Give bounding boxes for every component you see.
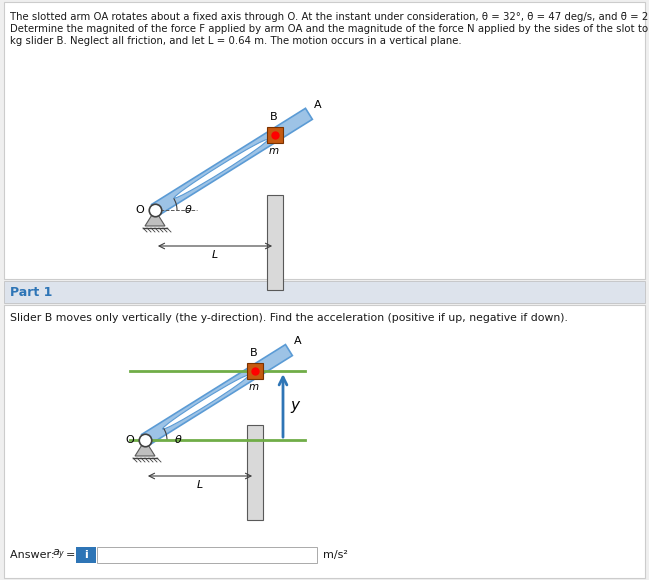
Bar xyxy=(247,363,263,379)
Text: O: O xyxy=(135,205,144,215)
Bar xyxy=(247,425,263,520)
Bar xyxy=(4,281,645,303)
Text: m/s²: m/s² xyxy=(323,550,348,560)
Bar xyxy=(4,305,645,578)
Text: i: i xyxy=(84,550,88,560)
Text: B: B xyxy=(270,112,278,122)
Text: Part 1: Part 1 xyxy=(10,285,53,299)
Text: $\theta$: $\theta$ xyxy=(184,204,193,215)
Text: Slider B moves only vertically (the y-direction). Find the acceleration (positiv: Slider B moves only vertically (the y-di… xyxy=(10,313,568,323)
Text: kg slider B. Neglect all friction, and let L = 0.64 m. The motion occurs in a ve: kg slider B. Neglect all friction, and l… xyxy=(10,36,461,46)
Ellipse shape xyxy=(174,139,268,198)
Text: Determine the magnited of the force F applied by arm OA and the magnitude of the: Determine the magnited of the force F ap… xyxy=(10,24,649,34)
Bar xyxy=(76,547,96,563)
Text: B: B xyxy=(250,348,258,358)
Text: m: m xyxy=(249,382,259,392)
Text: The slotted arm OA rotates about a fixed axis through O. At the instant under co: The slotted arm OA rotates about a fixed… xyxy=(10,12,649,22)
Bar xyxy=(267,127,283,143)
Text: A: A xyxy=(314,100,321,110)
Text: $a_y$: $a_y$ xyxy=(52,548,66,562)
Polygon shape xyxy=(135,440,155,456)
Text: $\theta$: $\theta$ xyxy=(174,433,182,445)
Text: O: O xyxy=(125,435,134,445)
Ellipse shape xyxy=(162,375,249,429)
Text: =: = xyxy=(66,550,75,560)
Text: L: L xyxy=(212,250,218,260)
Text: A: A xyxy=(294,336,302,346)
Polygon shape xyxy=(141,345,292,445)
Text: m: m xyxy=(269,146,279,156)
Bar xyxy=(267,195,283,290)
Text: Answer:: Answer: xyxy=(10,550,58,560)
Bar xyxy=(97,547,317,563)
Polygon shape xyxy=(152,108,312,216)
Text: y: y xyxy=(290,398,299,413)
Bar xyxy=(4,2,645,279)
Polygon shape xyxy=(145,210,165,226)
Text: L: L xyxy=(197,480,203,490)
